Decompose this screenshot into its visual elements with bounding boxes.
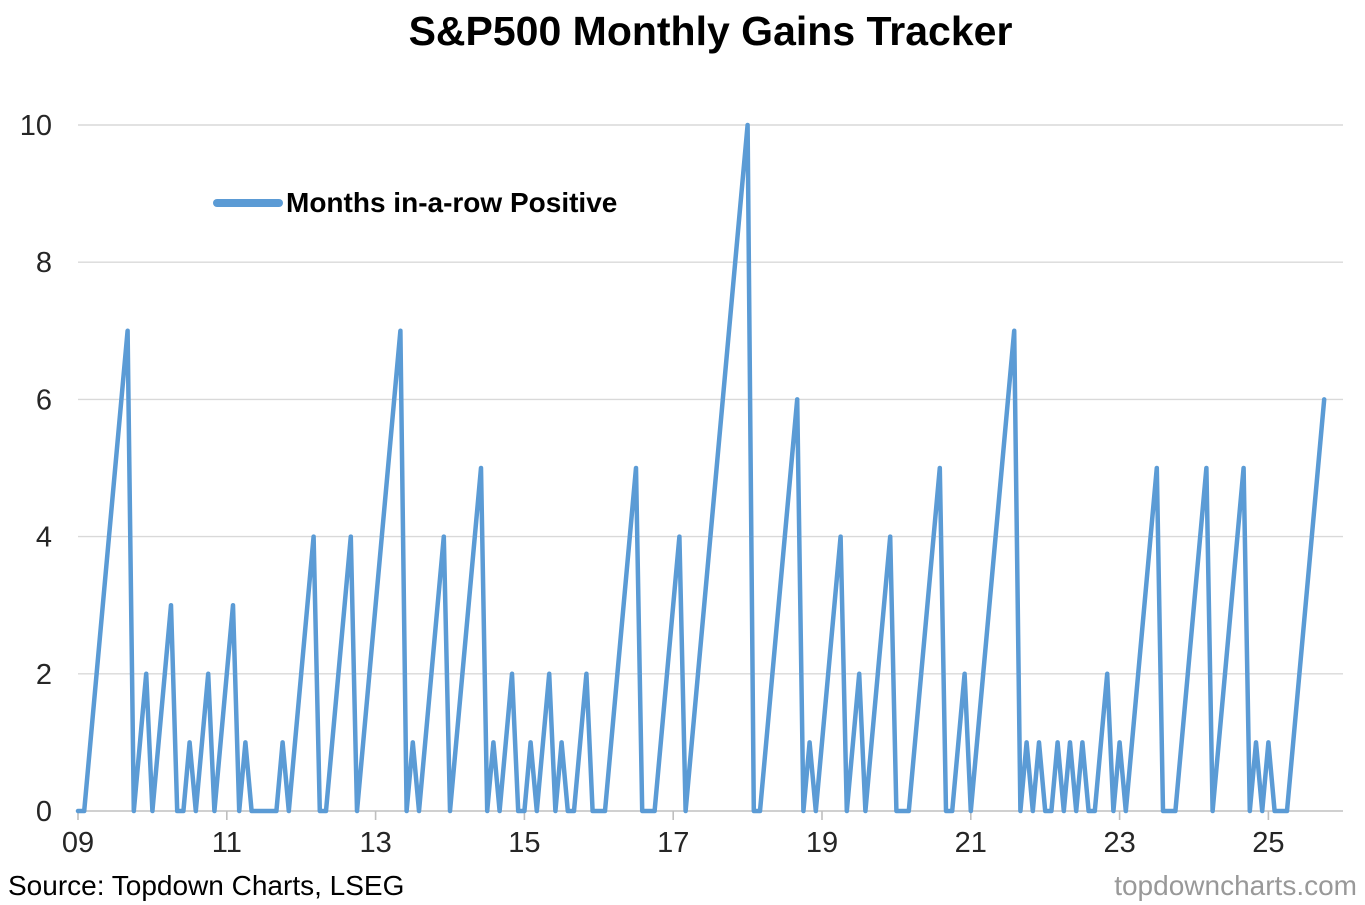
chart-title: S&P500 Monthly Gains Tracker <box>408 8 1013 54</box>
x-axis-tick-label: 21 <box>955 827 987 859</box>
x-axis-tick-label: 13 <box>359 827 391 859</box>
x-axis-tick-label: 23 <box>1103 827 1135 859</box>
legend-label: Months in-a-row Positive <box>286 187 618 218</box>
x-axis-tick-label: 25 <box>1252 827 1284 859</box>
y-axis-tick-label: 4 <box>36 522 52 554</box>
x-axis-tick-label: 17 <box>657 827 689 859</box>
y-axis-tick-label: 2 <box>36 659 52 691</box>
legend: Months in-a-row Positive <box>213 187 617 219</box>
x-axis-tick-label: 09 <box>62 827 94 859</box>
x-axis-tick-label: 19 <box>806 827 838 859</box>
x-axis-tick-label: 11 <box>212 827 242 859</box>
data-line-months-in-a-row-positive <box>75 122 1327 814</box>
y-axis-tick-label: 8 <box>36 247 52 279</box>
y-axis-tick-label: 10 <box>20 110 52 142</box>
y-axis-tick-label: 0 <box>36 796 52 828</box>
watermark: topdowncharts.com <box>1114 870 1357 901</box>
x-axis-tick-label: 15 <box>508 827 540 859</box>
legend-line-swatch-icon <box>213 199 283 207</box>
y-axis-tick-label: 6 <box>36 384 52 416</box>
source-note: Source: Topdown Charts, LSEG <box>8 870 405 901</box>
